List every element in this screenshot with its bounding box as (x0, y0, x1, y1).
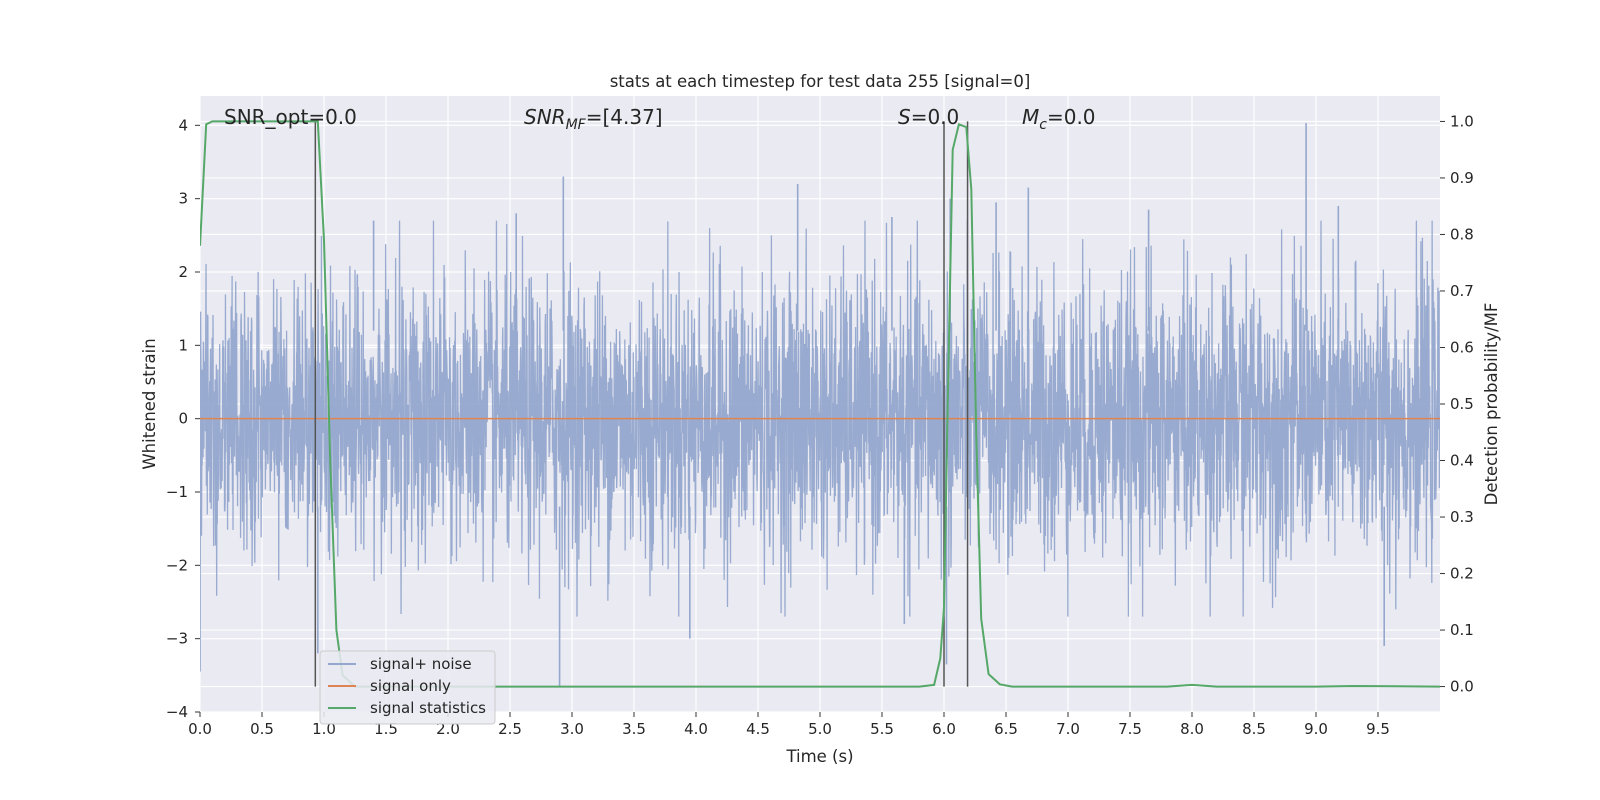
annotation-s: S=0.0 (898, 105, 959, 129)
y-tick-label: 1 (178, 336, 188, 354)
annotation-mc: Mc=0.0 (1022, 105, 1096, 133)
x-tick-label: 4.5 (746, 720, 770, 738)
x-tick-label: 9.5 (1366, 720, 1390, 738)
y-tick-label: −3 (166, 630, 188, 648)
y2-tick-label: 1.0 (1450, 112, 1474, 130)
y-tick-label: −1 (166, 483, 188, 501)
y2-tick-label: 0.3 (1450, 508, 1474, 526)
series-signal-statistics (200, 120, 1440, 688)
y2-tick-label: 0.1 (1450, 621, 1474, 639)
legend-entry-noise: signal+ noise (370, 655, 472, 673)
y2-tick-label: 0.4 (1450, 452, 1474, 470)
x-tick-label: 3.0 (560, 720, 584, 738)
legend: signal+ noise signal only signal statist… (319, 650, 496, 725)
x-tick-label: 8.5 (1242, 720, 1266, 738)
x-tick-label: 5.0 (808, 720, 832, 738)
legend-box (319, 650, 496, 725)
x-tick-label: 7.0 (1056, 720, 1080, 738)
annotation-snr-mf: SNRMF=[4.37] (524, 105, 663, 133)
x-ticks: 0.0 0.5 1.0 1.5 2.0 2.5 3.0 3.5 4.0 4.5 5.0 5.5 6.0 6… (188, 712, 1390, 738)
x-axis-label: Time (s) (785, 747, 853, 766)
x-tick-label: 9.0 (1304, 720, 1328, 738)
y-tick-label: 3 (178, 190, 188, 208)
y-tick-label: −2 (166, 556, 188, 574)
noise-peaks (200, 123, 1385, 687)
x-tick-label: 2.5 (498, 720, 522, 738)
chart-title: stats at each timestep for test data 255… (610, 72, 1031, 91)
x-tick-label: 0.5 (250, 720, 274, 738)
y2-tick-label: 0.2 (1450, 565, 1474, 583)
y2-tick-label: 0.5 (1450, 395, 1474, 413)
x-tick-label: 0.0 (188, 720, 212, 738)
x-tick-label: 3.5 (622, 720, 646, 738)
y-tick-label: 2 (178, 263, 188, 281)
x-tick-label: 5.5 (870, 720, 894, 738)
y-tick-label: −4 (166, 703, 188, 721)
y2-axis-label: Detection probability/MF (1482, 303, 1501, 506)
y2-ticks: 1.0 0.9 0.8 0.7 0.6 0.5 0.4 0.3 0.2 0.1 0.0 (1440, 112, 1474, 696)
series-signal-noise (200, 220, 1440, 617)
y-ticks: 4 3 2 1 0 −1 −2 −3 −4 (166, 116, 200, 721)
x-tick-label: 6.5 (994, 720, 1018, 738)
x-tick-label: 4.0 (684, 720, 708, 738)
x-tick-label: 6.0 (932, 720, 956, 738)
legend-entry-signal-only: signal only (370, 677, 451, 695)
y2-tick-label: 0.7 (1450, 282, 1474, 300)
y-axis-label: Whitened strain (140, 338, 159, 469)
x-tick-label: 7.5 (1118, 720, 1142, 738)
y2-tick-label: 0.0 (1450, 678, 1474, 696)
y-tick-label: 4 (178, 116, 188, 134)
y2-tick-label: 0.6 (1450, 338, 1474, 356)
x-tick-label: 8.0 (1180, 720, 1204, 738)
y2-tick-label: 0.9 (1450, 169, 1474, 187)
annotation-snr-opt: SNR_opt=0.0 (224, 105, 357, 129)
legend-entry-statistics: signal statistics (370, 699, 486, 717)
y-tick-label: 0 (178, 410, 188, 428)
y2-tick-label: 0.8 (1450, 225, 1474, 243)
